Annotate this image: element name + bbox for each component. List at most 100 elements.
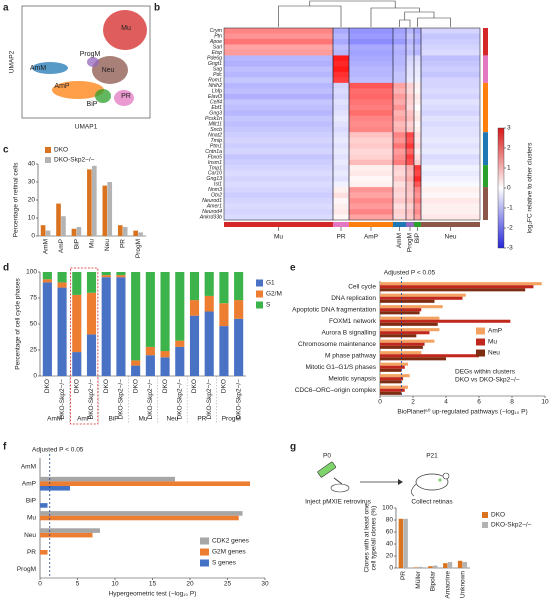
heatmap-cell bbox=[393, 99, 406, 105]
x-tick-label: DKO bbox=[103, 379, 110, 393]
heatmap-cell bbox=[406, 132, 414, 138]
bar bbox=[71, 228, 77, 236]
cluster-label: BiP bbox=[414, 233, 421, 243]
y-tick-label: 60 bbox=[386, 529, 394, 536]
heatmap-cell bbox=[421, 60, 480, 67]
y-tick-label: 40 bbox=[386, 541, 394, 548]
heatmap-cell bbox=[333, 104, 349, 111]
heatmap-cell bbox=[406, 203, 414, 210]
heatmap-cell bbox=[333, 33, 349, 40]
x-tick-label: 0 bbox=[378, 399, 382, 406]
y-tick-label: 100 bbox=[382, 505, 393, 512]
heatmap-cell bbox=[393, 132, 406, 138]
gene-label: Crym bbox=[210, 28, 223, 34]
heatmap-cell bbox=[349, 170, 393, 177]
heatmap-cell bbox=[421, 44, 480, 51]
heatmap-cell bbox=[414, 192, 421, 199]
heatmap-cell bbox=[406, 99, 414, 105]
heatmap-cell bbox=[333, 143, 349, 149]
panel-letter: e bbox=[290, 263, 296, 274]
gene-label: Car10 bbox=[208, 171, 222, 177]
y-tick-label: Mitotic G1–G1/S phases bbox=[306, 364, 377, 371]
bar bbox=[40, 511, 243, 516]
heatmap-cell bbox=[414, 209, 421, 215]
heatmap-cell bbox=[406, 148, 414, 155]
arrow-head bbox=[398, 479, 403, 485]
diagram-text: Collect retinas bbox=[411, 499, 453, 506]
dendrogram bbox=[399, 19, 411, 27]
heatmap-cell bbox=[224, 33, 333, 40]
y-tick-label: 0 bbox=[33, 373, 37, 380]
bar-segment bbox=[189, 272, 200, 301]
bar bbox=[380, 308, 422, 312]
bar bbox=[45, 230, 51, 236]
y-tick-label: Chromosome maintenance bbox=[298, 341, 376, 348]
bar-segment bbox=[219, 326, 229, 376]
heatmap-cell bbox=[414, 33, 421, 40]
gene-label: Tmip bbox=[210, 138, 222, 144]
gene-label: Etsp bbox=[212, 50, 222, 56]
bar bbox=[380, 296, 463, 300]
heatmap-cell bbox=[349, 110, 393, 116]
x-tick-label: 5 bbox=[76, 581, 80, 588]
bar bbox=[380, 391, 402, 395]
heatmap-cell bbox=[349, 137, 393, 144]
cluster-cells bbox=[32, 62, 68, 74]
x-tick-label: DKO bbox=[132, 379, 139, 393]
y-tick-label: Apoptotic DNA fragmentation bbox=[292, 306, 376, 313]
cluster-label: PR bbox=[121, 93, 131, 100]
gene-label: Mllt11 bbox=[209, 121, 223, 127]
gene-label: Tmp1 bbox=[209, 165, 222, 171]
x-axis-label: BioPlanet⁶⁰ up-regulated pathways (−log₁… bbox=[397, 408, 527, 416]
group-label: Neu bbox=[166, 416, 178, 423]
gene-label: Nhlh2 bbox=[208, 83, 222, 89]
heatmap-cell bbox=[224, 60, 333, 67]
heatmap-cell bbox=[349, 71, 393, 78]
heatmap-cell bbox=[393, 176, 406, 182]
gene-label: Nnm3 bbox=[208, 187, 222, 193]
heatmap-cell bbox=[406, 214, 414, 221]
bar-segment bbox=[57, 282, 67, 288]
legend-label: G1 bbox=[266, 280, 275, 287]
y-tick-label: 50 bbox=[30, 321, 38, 328]
gene-label: Celf4 bbox=[210, 99, 222, 105]
bar bbox=[433, 565, 438, 568]
heatmap-cell bbox=[414, 154, 421, 160]
gene-label: Ptn bbox=[214, 34, 222, 40]
heatmap-cell bbox=[421, 181, 480, 188]
heatmap-cell bbox=[406, 137, 414, 144]
heatmap-cell bbox=[421, 49, 480, 56]
heatmap-cell bbox=[333, 132, 349, 138]
bar bbox=[380, 342, 425, 346]
group-label: ProgM bbox=[222, 416, 241, 423]
legend-swatch bbox=[256, 290, 263, 298]
bar bbox=[40, 225, 46, 236]
heatmap-cell bbox=[421, 121, 480, 127]
heatmap-cell bbox=[349, 165, 393, 171]
heatmap-cell bbox=[333, 55, 349, 62]
x-tick-label: Bipolar bbox=[430, 570, 437, 591]
gene-label: Neurod4 bbox=[202, 209, 222, 215]
bar bbox=[380, 365, 405, 369]
heatmap-cell bbox=[224, 132, 333, 138]
cluster-cells bbox=[92, 56, 128, 84]
bar bbox=[462, 562, 468, 568]
heatmap-cell bbox=[333, 170, 349, 177]
group-label: Mu bbox=[138, 416, 147, 423]
gene-label: Pcsk1n bbox=[205, 116, 222, 122]
highlight-box bbox=[70, 267, 99, 425]
x-tick-label: 8 bbox=[510, 399, 514, 406]
heatmap-cell bbox=[333, 49, 349, 56]
bar-segment bbox=[72, 352, 82, 376]
y-tick-label: 100 bbox=[26, 269, 37, 276]
heatmap-cell bbox=[406, 187, 414, 193]
x-tick-label: Neu bbox=[104, 239, 111, 251]
x-tick-label: DKO-Skp2−/− bbox=[59, 379, 66, 420]
bar bbox=[40, 532, 93, 538]
x-tick-label: Unknown bbox=[459, 571, 466, 598]
heatmap-cell bbox=[224, 121, 333, 127]
bar bbox=[122, 227, 128, 236]
y-tick-label: AmP bbox=[22, 480, 36, 487]
bar-segment bbox=[145, 272, 155, 347]
bar bbox=[87, 169, 92, 236]
